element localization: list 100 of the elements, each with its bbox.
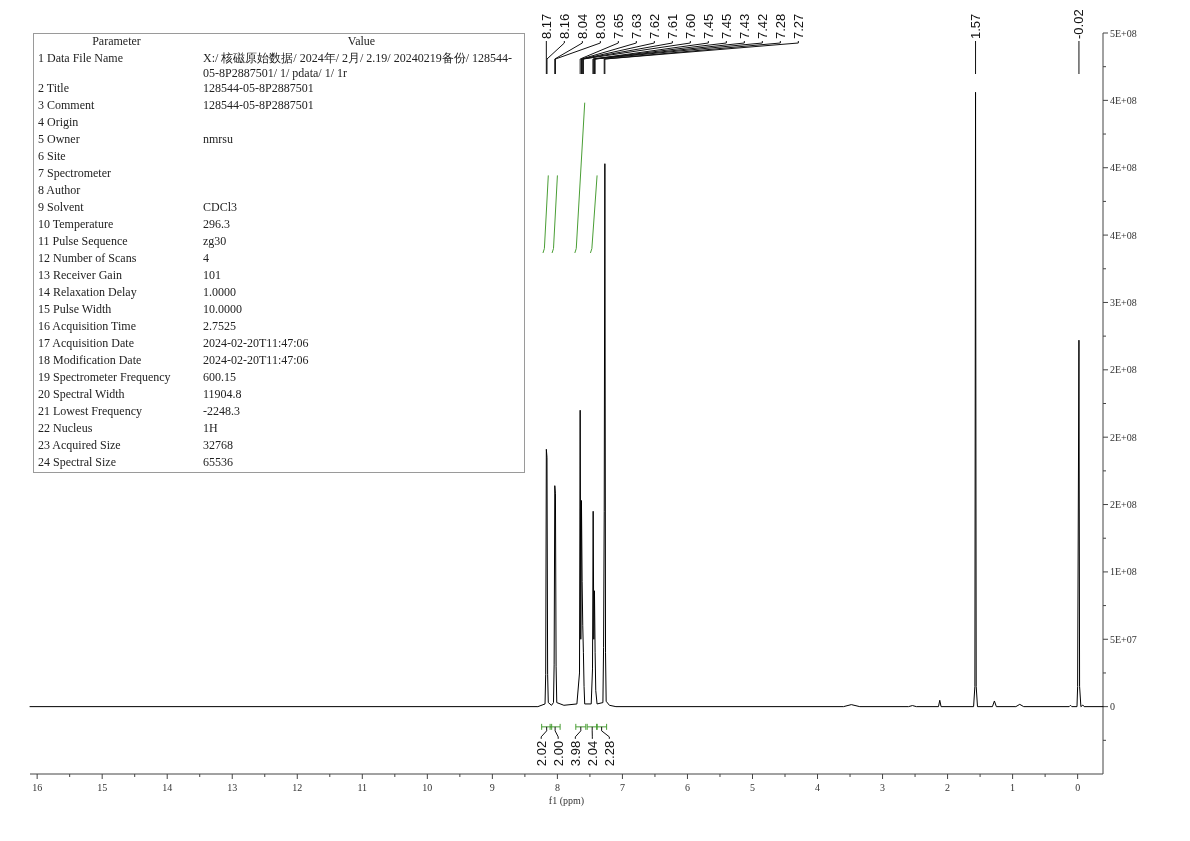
category-label: 16 Acquisition Time: [37, 319, 138, 335]
x-tick-label: 6: [684, 782, 690, 793]
text: zg30: [203, 234, 227, 248]
x-tick-label: 13: [227, 782, 238, 793]
text: 296.3: [203, 217, 230, 231]
category-label: 4 Origin: [37, 115, 80, 131]
category-label: 14 Relaxation Delay: [37, 285, 138, 301]
y-tick-label: 4E+08: [1110, 162, 1137, 174]
y-tick-label: 2E+08: [1110, 499, 1137, 511]
annotation: 7.45: [718, 13, 734, 39]
text: 101: [203, 268, 221, 282]
category-label: 7 Spectrometer: [37, 166, 112, 182]
category-label: 8 Author: [37, 183, 82, 199]
x-axis-title: f1 (ppm): [548, 795, 585, 807]
annotation: 7.28: [772, 13, 788, 39]
annotation: 2.02: [533, 740, 549, 767]
y-tick-label: 1E+08: [1110, 566, 1137, 578]
peak-label: 1.57: [968, 13, 984, 75]
annotation: 1.57: [968, 13, 984, 39]
category-label: 2 Title: [37, 81, 71, 97]
annotation: 7.42: [754, 13, 770, 39]
x-tick-label: 9: [489, 782, 495, 793]
text: -2248.3: [203, 404, 240, 418]
annotation: -0.02: [1071, 9, 1087, 39]
category-label: 20 Spectral Width: [37, 387, 126, 403]
y-tick-label: 5E+07: [1110, 633, 1137, 645]
category-label: 5 Owner: [37, 132, 81, 148]
y-tick-label: 4E+08: [1110, 94, 1137, 106]
y-tick-label: 3E+08: [1110, 296, 1137, 308]
y-tick-label: 2E+08: [1110, 431, 1137, 443]
text: 11904.8: [203, 387, 242, 401]
annotation: 7.45: [700, 13, 716, 39]
y-tick-label: 4E+08: [1110, 229, 1137, 241]
x-tick-label: 11: [357, 782, 368, 793]
x-tick-label: 12: [292, 782, 303, 793]
annotation: 7.61: [664, 13, 680, 39]
annotation: Parameter: [91, 34, 142, 50]
category-label: 18 Modification Date: [37, 353, 143, 369]
x-tick-label: 15: [97, 782, 108, 793]
annotation: 3.98: [567, 740, 583, 767]
annotation: 8.16: [556, 13, 572, 39]
y-tick-label: 0: [1110, 701, 1115, 713]
annotation: 2.28: [601, 740, 617, 767]
annotation: 8.04: [574, 13, 590, 39]
text: 2024-02-20T11:47:06: [203, 353, 309, 367]
text: 4: [203, 251, 209, 265]
category-label: 15 Pulse Width: [37, 302, 113, 318]
category-label: 21 Lowest Frequency: [37, 404, 143, 420]
annotation: 7.65: [610, 13, 626, 39]
category-label: 23 Acquired Size: [37, 438, 122, 454]
x-tick-label: 8: [554, 782, 560, 793]
x-tick-label: 0: [1075, 782, 1081, 793]
x-tick-label: 7: [619, 782, 625, 793]
category-label: 9 Solvent: [37, 200, 85, 216]
category-label: 12 Number of Scans: [37, 251, 138, 267]
text: 10.0000: [203, 302, 242, 316]
text: nmrsu: [203, 132, 233, 146]
annotation: 8.17: [538, 13, 554, 39]
annotation: 2.00: [550, 740, 566, 767]
x-tick-label: 5: [749, 782, 755, 793]
text: 1.0000: [203, 285, 236, 299]
category-label: 24 Spectral Size: [37, 455, 117, 471]
annotation: Value: [346, 34, 377, 50]
x-tick-label: 2: [945, 782, 951, 793]
y-tick-label: 2E+08: [1110, 364, 1137, 376]
annotation: 7.62: [646, 13, 662, 39]
x-tick-label: 4: [815, 782, 821, 793]
y-tick-label: 5E+08: [1110, 27, 1137, 39]
text: 2024-02-20T11:47:06: [203, 336, 309, 350]
category-label: 3 Comment: [37, 98, 96, 114]
text: 65536: [203, 455, 233, 469]
x-tick-label: 16: [32, 782, 43, 793]
integral-label: 3.98: [567, 723, 587, 767]
x-tick-label: 10: [422, 782, 433, 793]
category-label: 13 Receiver Gain: [37, 268, 123, 284]
category-label: 10 Temperature: [37, 217, 115, 233]
annotation: 7.43: [736, 13, 752, 39]
annotation: 7.27: [790, 13, 806, 39]
peak-label: -0.02: [1071, 9, 1087, 75]
x-tick-label: 3: [880, 782, 886, 793]
annotation: 7.63: [628, 13, 644, 39]
category-label: 6 Site: [37, 149, 67, 165]
category-label: 1 Data File Name: [37, 51, 124, 67]
text: CDCl3: [203, 200, 238, 214]
category-label: 17 Acquisition Date: [37, 336, 135, 352]
peak-label: 8.17: [538, 13, 554, 75]
annotation: 7.60: [682, 13, 698, 39]
annotation: 8.03: [592, 13, 608, 39]
text: 128544-05-8P2887501: [203, 81, 314, 95]
text: 32768: [203, 438, 233, 452]
text: X:/ 核磁原始数据/ 2024年/ 2月/ 2.19/ 20240219备份/ 128544-05-8P2887501/ 1/ pdata/ 1/ 1r: [203, 51, 512, 80]
x-tick-label: 1: [1010, 782, 1016, 793]
category-label: 11 Pulse Sequence: [37, 234, 129, 250]
text: 128544-05-8P2887501: [203, 98, 314, 112]
text: 600.15: [203, 370, 236, 384]
x-tick-label: 14: [162, 782, 173, 793]
category-label: 19 Spectrometer Frequency: [37, 370, 172, 386]
text: 1H: [203, 421, 218, 435]
category-label: 22 Nucleus: [37, 421, 94, 437]
text: 2.7525: [203, 319, 236, 333]
